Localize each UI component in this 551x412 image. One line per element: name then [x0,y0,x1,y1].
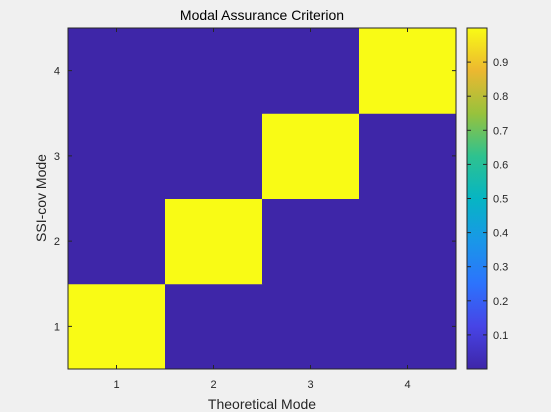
heatmap-cell [262,113,360,199]
y-tick-label: 4 [54,66,60,78]
colorbar-ticks: 0.1 0.2 0.3 0.4 0.5 0.6 0.7 0.8 0.9 [467,57,508,342]
y-tick-label: 1 [54,321,60,333]
heatmap-cell [262,283,360,370]
heatmap-cell [68,28,166,114]
heatmap-cell [262,28,360,114]
colorbar-tick-label: 0.9 [493,57,508,69]
colorbar-tick-label: 0.2 [493,296,508,308]
colorbar-tick-label: 0.6 [493,159,508,171]
colorbar-tick-label: 0.5 [493,194,508,206]
heatmap-cell [68,113,166,199]
colorbar-tick-label: 0.3 [493,262,508,274]
colorbar-tick-label: 0.8 [493,91,508,103]
heatmap-cell [165,283,263,370]
x-axis-label: Theoretical Mode [208,396,316,412]
x-axis-ticks: 1 2 3 4 [113,28,411,391]
heatmap-cell [359,113,457,199]
heatmap-cell [359,198,457,285]
y-axis-label: SSI-cov Mode [33,154,49,242]
colorbar-tick-label: 0.1 [493,330,508,342]
colorbar-tick-label: 0.7 [493,125,508,137]
heatmap-cell [165,28,263,114]
x-tick-label: 1 [113,379,119,391]
chart-title: Modal Assurance Criterion [180,7,344,23]
colorbar-tick-label: 0.4 [493,228,508,240]
x-tick-label: 3 [307,379,313,391]
heatmap-cell [359,28,457,114]
plot-frame [67,27,457,370]
heatmap-cell [68,283,166,370]
heatmap-cells [68,28,457,370]
heatmap-cell [359,283,457,370]
y-tick-label: 2 [54,236,60,248]
heatmap-cell [165,198,263,285]
heatmap-cell [262,198,360,285]
heatmap-cell [68,198,166,285]
y-tick-label: 3 [54,151,60,163]
y-axis-ticks: 1 2 3 4 [54,66,456,333]
x-tick-label: 4 [404,379,410,391]
heatmap-cell [165,113,263,199]
x-tick-label: 2 [210,379,216,391]
